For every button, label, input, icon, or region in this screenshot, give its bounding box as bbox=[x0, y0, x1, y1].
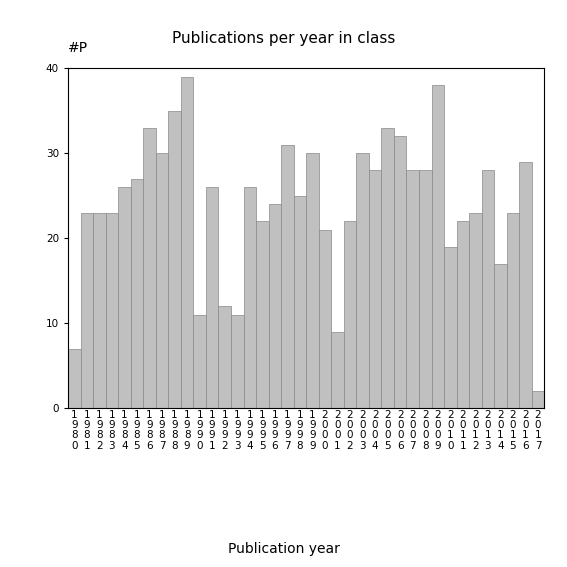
Bar bbox=[156, 153, 168, 408]
Text: Publication year: Publication year bbox=[227, 541, 340, 556]
Bar bbox=[269, 204, 281, 408]
Bar bbox=[319, 230, 331, 408]
Bar bbox=[218, 306, 231, 408]
Bar bbox=[444, 247, 456, 408]
Bar bbox=[231, 315, 243, 408]
Bar bbox=[168, 111, 181, 408]
Text: #P: #P bbox=[68, 41, 88, 56]
Bar bbox=[494, 264, 507, 408]
Bar bbox=[256, 221, 269, 408]
Bar bbox=[507, 213, 519, 408]
Bar bbox=[481, 170, 494, 408]
Bar bbox=[431, 85, 444, 408]
Text: Publications per year in class: Publications per year in class bbox=[172, 31, 395, 46]
Bar bbox=[118, 187, 131, 408]
Bar bbox=[532, 391, 544, 408]
Bar bbox=[407, 170, 419, 408]
Bar bbox=[131, 179, 143, 408]
Bar bbox=[93, 213, 105, 408]
Bar bbox=[519, 162, 532, 408]
Bar bbox=[68, 349, 81, 408]
Bar bbox=[81, 213, 93, 408]
Bar bbox=[105, 213, 118, 408]
Bar bbox=[193, 315, 206, 408]
Bar bbox=[382, 128, 394, 408]
Bar bbox=[206, 187, 218, 408]
Bar bbox=[181, 77, 193, 408]
Bar bbox=[456, 221, 469, 408]
Bar bbox=[419, 170, 431, 408]
Bar bbox=[394, 136, 407, 408]
Bar bbox=[306, 153, 319, 408]
Bar bbox=[356, 153, 369, 408]
Bar bbox=[344, 221, 356, 408]
Bar bbox=[294, 196, 306, 408]
Bar bbox=[243, 187, 256, 408]
Bar bbox=[369, 170, 382, 408]
Bar bbox=[469, 213, 481, 408]
Bar bbox=[331, 332, 344, 408]
Bar bbox=[143, 128, 156, 408]
Bar bbox=[281, 145, 294, 408]
